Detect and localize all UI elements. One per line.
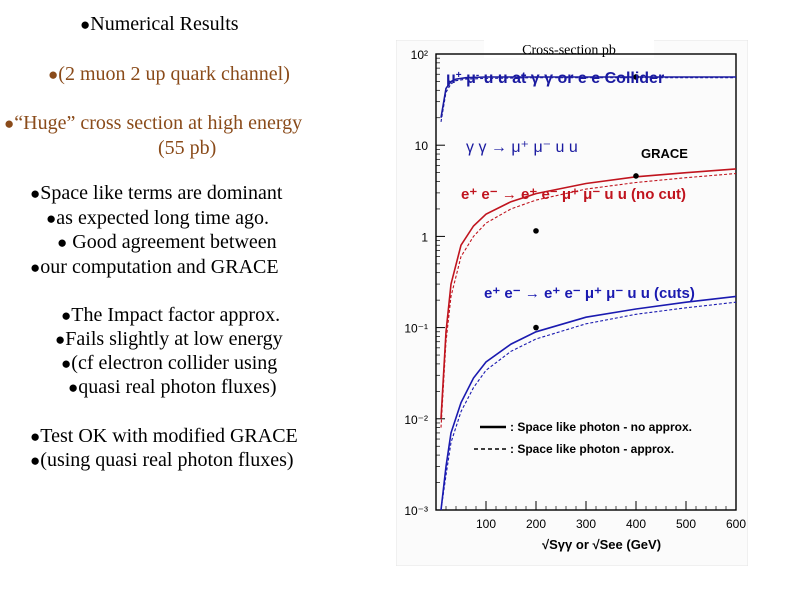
channel-text: (2 muon 2 up quark channel) [58, 63, 290, 85]
series-gg-dashed [440, 77, 736, 122]
channel-line: ●(2 muon 2 up quark channel) [48, 62, 290, 87]
space-line-2: ●as expected long time ago. [46, 206, 269, 231]
grace-point [633, 74, 639, 80]
grace-point [633, 173, 639, 179]
bullet-icon: ● [30, 451, 41, 470]
bullet-icon: ● [61, 354, 72, 373]
grace-points [533, 74, 639, 331]
bullet-icon: ● [30, 184, 41, 203]
label-gamma-gamma: γ γ → μ⁺ μ⁻ u u [466, 139, 578, 156]
space-line-3: ● Good agreement between [57, 230, 277, 255]
impact-text-4: quasi real photon fluxes) [78, 376, 277, 398]
huge-line-2: (55 pb) [158, 137, 217, 159]
impact-text-3: (cf electron collider using [71, 352, 278, 374]
y-tick-label: 10⁻³ [404, 504, 428, 518]
y-tick-label: 1 [421, 230, 428, 244]
impact-line-4: ●quasi real photon fluxes) [68, 375, 277, 400]
y-tick-label: 10⁻¹ [404, 322, 428, 336]
cross-section-figure: Cross-section pb 10² 10 1 10⁻¹ 10⁻² 10⁻³ 100 2… [396, 40, 748, 566]
bullet-icon: ● [48, 65, 59, 84]
series-cuts-solid [440, 295, 737, 511]
x-axis-label: √Sγγ or √See (GeV) [542, 537, 661, 552]
label-no-cut: e⁺ e⁻ → e⁺ e⁻ μ⁺ μ⁻ u u (no cut) [461, 186, 686, 203]
bullet-icon: ● [4, 114, 15, 133]
x-tick-label: 100 [476, 517, 496, 531]
space-text-3: Good agreement between [67, 231, 277, 253]
test-line-2: ●(using quasi real photon fluxes) [30, 448, 294, 473]
label-cuts: e⁺ e⁻ → e⁺ e⁻ μ⁺ μ⁻ u u (cuts) [484, 285, 695, 302]
figure-background [396, 40, 748, 566]
impact-line-3: ●(cf electron collider using [61, 351, 277, 376]
impact-line-1: ●The Impact factor approx. [61, 303, 280, 328]
test-text-1: Test OK with modified GRACE [40, 425, 298, 447]
series-cuts-dashed [440, 301, 737, 511]
bullet-icon: ● [30, 427, 41, 446]
legend-dashed-text: : Space like photon - approx. [510, 442, 674, 456]
y-tick-label: 10 [415, 139, 429, 153]
slide-heading: ●Numerical Results [80, 12, 239, 37]
bullet-icon: ● [57, 233, 68, 252]
y-tick-label: 10² [411, 48, 428, 62]
bullet-icon: ● [30, 258, 41, 277]
series-gg-solid [440, 76, 736, 118]
y-tick-label: 10⁻² [404, 413, 428, 427]
bullet-icon: ● [68, 378, 79, 397]
space-line-1: ●Space like terms are dominant [30, 181, 282, 206]
bullet-icon: ● [46, 209, 57, 228]
huge-text-1: “Huge” cross section at high energy [14, 112, 303, 134]
x-tick-label: 500 [676, 517, 696, 531]
label-grace: GRACE [641, 146, 688, 161]
space-text-1: Space like terms are dominant [40, 182, 283, 204]
test-text-2: (using quasi real photon fluxes) [40, 449, 294, 471]
impact-text-1: The Impact factor approx. [71, 304, 281, 326]
grace-point [533, 228, 539, 234]
huge-line-1: ●“Huge” cross section at high energy [4, 111, 302, 136]
bullet-icon: ● [55, 330, 66, 349]
impact-line-2: ●Fails slightly at low energy [55, 327, 283, 352]
plot-title: μ+ μ- u u at γ γ or e e Collider [446, 70, 664, 88]
space-text-2: as expected long time ago. [56, 207, 269, 229]
x-tick-label: 600 [726, 517, 746, 531]
x-ticks: 100 200 300 400 500 600 [445, 501, 746, 531]
bullet-icon: ● [61, 306, 72, 325]
grace-point [533, 324, 539, 331]
x-tick-label: 200 [526, 517, 546, 531]
legend-solid-text: : Space like photon - no approx. [510, 420, 692, 434]
space-line-4: ●our computation and GRACE [30, 255, 279, 280]
x-tick-label: 400 [626, 517, 646, 531]
test-line-1: ●Test OK with modified GRACE [30, 424, 298, 449]
curves [440, 76, 737, 511]
space-text-4: our computation and GRACE [40, 256, 279, 278]
bullet-icon: ● [80, 15, 91, 34]
heading-text: Numerical Results [90, 13, 239, 35]
ylabel-text: Cross-section pb [522, 43, 616, 58]
impact-text-2: Fails slightly at low energy [65, 328, 283, 350]
x-tick-label: 300 [576, 517, 596, 531]
series-nocut-solid [440, 168, 737, 419]
y-ticks: 10² 10 1 10⁻¹ 10⁻² 10⁻³ [404, 48, 445, 518]
